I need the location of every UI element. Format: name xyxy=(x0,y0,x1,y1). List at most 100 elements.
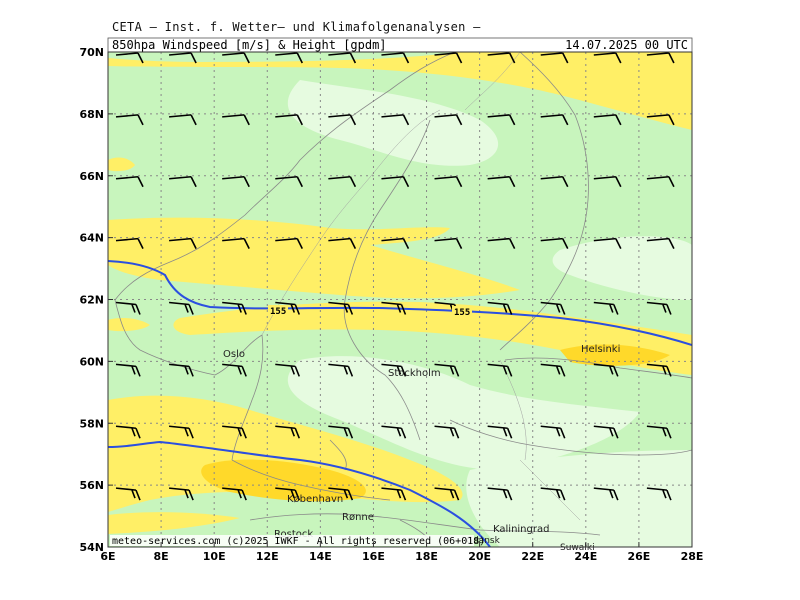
wind-barb xyxy=(593,487,619,501)
lat-tick-label: 68N xyxy=(79,108,104,121)
wind-barb xyxy=(646,425,672,439)
wind-barb xyxy=(169,175,197,188)
wind-barb xyxy=(381,114,410,126)
wind-barb xyxy=(275,175,303,188)
place-ronne: Rønne xyxy=(342,512,374,523)
place-kaliningrad: Kaliningrad xyxy=(493,524,549,535)
wind-zone-yellow xyxy=(173,301,692,375)
wind-barb xyxy=(222,52,250,64)
wind-barb xyxy=(434,52,463,64)
wind-barb xyxy=(115,301,141,315)
wind-zone-yellow xyxy=(108,52,692,130)
wind-zone-green xyxy=(108,52,460,62)
lat-tick-label: 54N xyxy=(79,541,104,554)
wind-barb xyxy=(381,52,410,64)
place-gdansk: Gdansk xyxy=(466,536,501,546)
wind-barb xyxy=(593,301,619,315)
wind-barb xyxy=(381,175,410,188)
lat-tick-label: 64N xyxy=(79,232,104,245)
wind-barb xyxy=(593,237,622,249)
contour-label: 155 xyxy=(270,307,286,317)
wind-barb xyxy=(222,425,247,439)
wind-zone-light xyxy=(287,80,499,166)
lon-tick-label: 8E xyxy=(154,550,169,563)
wind-barb xyxy=(434,363,460,377)
wind-barb xyxy=(275,237,303,249)
wind-barb xyxy=(381,425,407,439)
wind-barb xyxy=(328,301,354,315)
height-contour-north xyxy=(108,260,692,346)
place-suwalki: Suwałki xyxy=(560,543,595,553)
wind-zone-light xyxy=(466,450,692,547)
place-oslo: Oslo xyxy=(223,349,245,360)
wind-barb xyxy=(381,363,407,377)
place-helsinki: Helsinki xyxy=(581,344,620,355)
lon-tick-label: 10E xyxy=(203,550,226,563)
wind-barb xyxy=(222,301,247,315)
wind-zone-yellow xyxy=(108,317,150,332)
wind-barb xyxy=(115,425,141,439)
wind-barb xyxy=(487,237,516,249)
wind-barb xyxy=(487,175,516,188)
place-kobenhavn: København xyxy=(287,494,343,505)
wind-barb xyxy=(540,363,566,377)
wind-barb xyxy=(328,425,354,439)
wind-barb xyxy=(646,52,675,64)
wind-barb xyxy=(115,114,144,126)
wind-barb xyxy=(593,52,622,64)
wind-barb xyxy=(646,301,672,315)
lat-tick-label: 58N xyxy=(79,417,104,430)
wind-barb xyxy=(169,301,194,315)
wind-barb xyxy=(381,487,407,501)
wind-barb xyxy=(115,237,144,249)
wind-barbs xyxy=(115,52,675,501)
lat-tick-label: 66N xyxy=(79,170,104,183)
wind-barb xyxy=(328,52,357,64)
wind-zone-yellow xyxy=(108,395,463,512)
wind-barb xyxy=(169,114,197,126)
wind-barb xyxy=(540,52,569,64)
lon-tick-label: 6E xyxy=(100,550,115,563)
wind-barb xyxy=(381,237,410,249)
wind-zone-light xyxy=(287,356,640,470)
wind-barb xyxy=(222,114,250,126)
copyright-footer: meteo-services.com (c)2025 IWKF - All ri… xyxy=(112,536,485,547)
lon-tick-label: 16E xyxy=(362,550,385,563)
wind-barb xyxy=(115,487,141,501)
wind-barb xyxy=(169,237,197,249)
wind-barb xyxy=(434,487,460,501)
lon-tick-label: 26E xyxy=(627,550,650,563)
lat-tick-label: 70N xyxy=(79,46,104,59)
lat-tick-label: 56N xyxy=(79,479,104,492)
wind-barb xyxy=(487,52,516,64)
wind-barb xyxy=(487,301,513,315)
wind-barb xyxy=(434,425,460,439)
wind-barb xyxy=(222,237,250,249)
wind-zone-yellow xyxy=(108,157,135,172)
valid-time: 14.07.2025 00 UTC xyxy=(565,38,688,52)
wind-barb xyxy=(328,487,354,501)
place-stockholm: Stockholm xyxy=(388,368,441,379)
wind-barb xyxy=(115,363,141,377)
lat-lon-grid xyxy=(108,52,692,547)
wind-barb xyxy=(275,363,301,377)
wind-barb xyxy=(540,487,566,501)
wind-barb xyxy=(487,425,513,439)
wind-barb xyxy=(275,301,301,315)
wind-barb xyxy=(646,237,675,249)
lon-tick-label: 18E xyxy=(415,550,438,563)
wind-barb xyxy=(169,487,194,501)
wind-barb xyxy=(434,237,463,249)
wind-barb xyxy=(115,52,144,64)
lat-tick-label: 62N xyxy=(79,294,104,307)
wind-barb xyxy=(646,114,675,126)
header-institute: CETA – Inst. f. Wetter– und Klimafolgena… xyxy=(112,20,481,34)
wind-barb xyxy=(540,175,569,188)
lat-tick-label: 60N xyxy=(79,355,104,368)
lon-tick-label: 24E xyxy=(574,550,597,563)
wind-barb xyxy=(115,175,144,188)
wind-barb xyxy=(593,425,619,439)
wind-zone-orange xyxy=(560,344,670,366)
